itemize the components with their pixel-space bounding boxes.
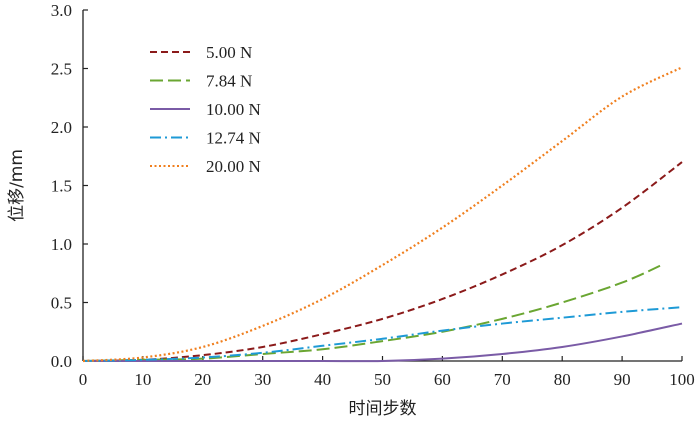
y-tick-label: 0.0	[51, 352, 72, 371]
x-tick-label: 30	[254, 370, 271, 389]
y-tick-label: 2.0	[51, 118, 72, 137]
series-line-4	[82, 306, 683, 362]
y-tick-label: 1.0	[51, 235, 72, 254]
x-tick-label: 100	[669, 370, 695, 389]
legend-label: 10.00 N	[206, 100, 261, 119]
y-ticks: 0.0 0.5 1.0 1.5 2.0 2.5 3.0	[51, 1, 88, 371]
x-tick-label: 50	[374, 370, 391, 389]
y-tick-label: 1.5	[51, 177, 72, 196]
series-line-2	[82, 262, 665, 362]
x-axis-title: 时间步数	[349, 399, 417, 419]
series-line-3	[83, 322, 683, 363]
x-tick-label: 20	[194, 370, 211, 389]
y-axis-title: 位移/mm	[7, 149, 27, 222]
y-tick-label: 3.0	[51, 1, 72, 20]
x-tick-label: 80	[554, 370, 571, 389]
y-tick-label: 0.5	[51, 294, 72, 313]
legend: 5.00 N 7.84 N 10.00 N 12.74 N 20.00 N	[150, 43, 261, 176]
legend-label: 5.00 N	[206, 43, 252, 62]
y-tick-label: 2.5	[51, 60, 72, 79]
x-tick-label: 70	[494, 370, 511, 389]
x-tick-label: 60	[434, 370, 451, 389]
x-tick-label: 10	[134, 370, 151, 389]
series-line-1	[82, 161, 683, 362]
legend-label: 12.74 N	[206, 129, 261, 148]
series-layer	[82, 66, 683, 363]
legend-label: 7.84 N	[206, 72, 252, 91]
x-tick-label: 90	[614, 370, 631, 389]
x-tick-label: 40	[314, 370, 331, 389]
axes	[82, 10, 682, 362]
series-line-5	[82, 66, 683, 363]
x-tick-label: 0	[79, 370, 88, 389]
legend-label: 20.00 N	[206, 157, 261, 176]
